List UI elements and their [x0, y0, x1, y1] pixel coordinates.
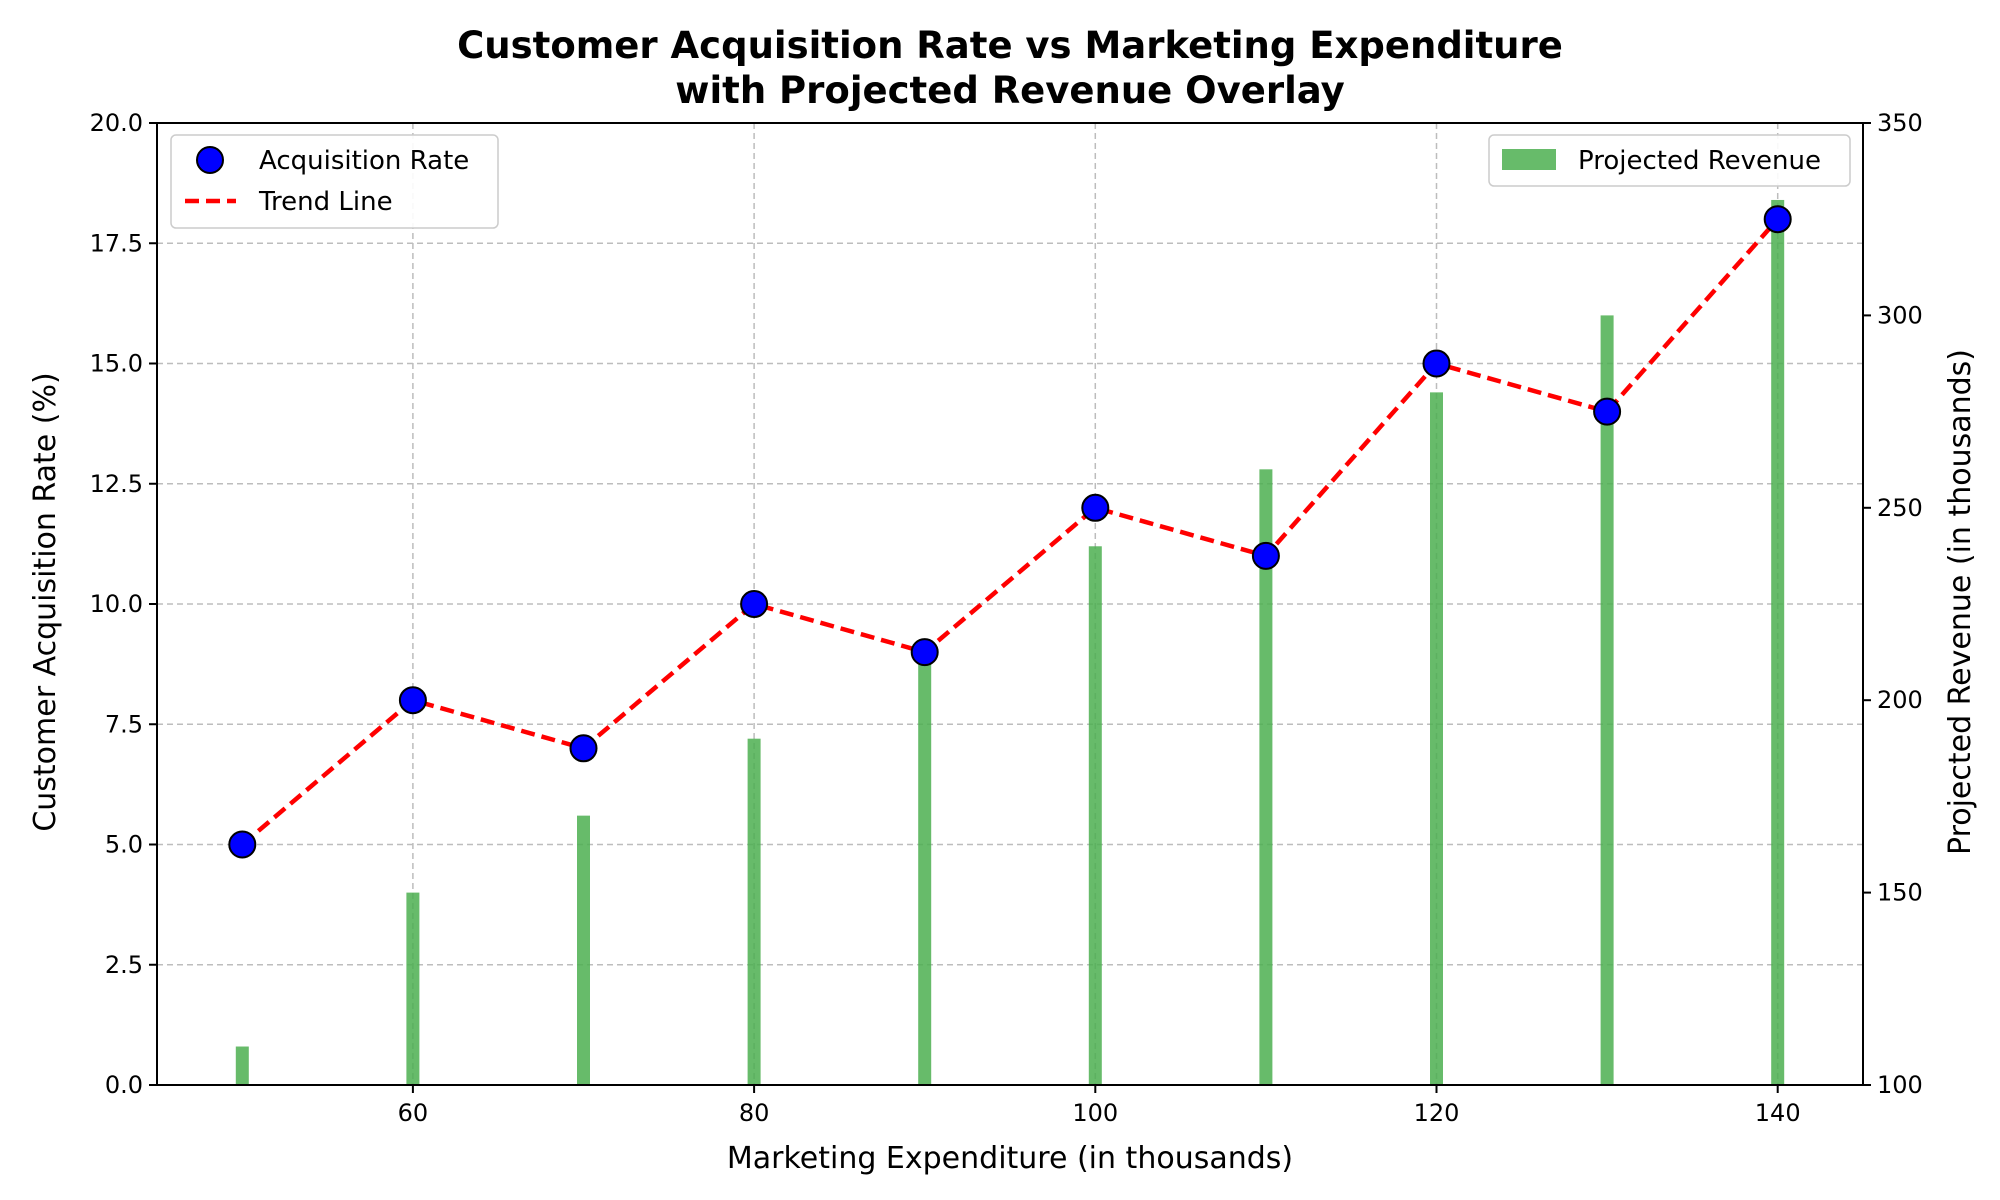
- legend-right-box: [1488, 134, 1851, 187]
- legend-acquisition-marker: [196, 146, 224, 174]
- y2-tick-label: 100: [1877, 1071, 1923, 1099]
- revenue-bar: [1430, 392, 1443, 1085]
- revenue-bar: [406, 892, 420, 1085]
- y-tick-label: 7.5: [105, 710, 143, 738]
- acquisition-point: [569, 734, 598, 763]
- revenue-bar: [1600, 315, 1614, 1085]
- y-tick-label: 20.0: [90, 109, 143, 137]
- acquisition-point: [1763, 205, 1792, 234]
- legend-revenue-label: Projected Revenue: [1578, 146, 1821, 176]
- revenue-bar: [1088, 546, 1102, 1085]
- y-tick-label: 17.5: [90, 229, 143, 257]
- legend-acquisition-label: Acquisition Rate: [259, 146, 469, 176]
- legend-left-box: [170, 134, 499, 229]
- y-tick-label: 15.0: [90, 350, 143, 378]
- acquisition-point: [740, 590, 769, 618]
- y2-tick-label: 300: [1877, 301, 1923, 329]
- legend-revenue-marker: [1502, 149, 1556, 170]
- x-tick-label: 80: [739, 1099, 770, 1127]
- y2-tick-label: 350: [1877, 109, 1923, 137]
- legend-right: Projected Revenue: [1488, 134, 1851, 187]
- y-tick-label: 2.5: [105, 951, 143, 979]
- revenue-bar: [235, 1046, 249, 1085]
- y-tick-label: 12.5: [90, 470, 143, 498]
- x-tick-label: 140: [1755, 1099, 1801, 1127]
- trend-line: [240, 217, 1780, 847]
- y2-tick-label: 250: [1877, 494, 1923, 522]
- acquisition-point: [1081, 493, 1110, 522]
- y-axis-label: Customer Acquisition Rate (%): [28, 372, 63, 831]
- acquisition-point: [910, 638, 939, 667]
- chart-title-line1: Customer Acquisition Rate vs Marketing E…: [457, 24, 1563, 67]
- y-tick-label: 10.0: [90, 590, 143, 618]
- acquisition-point: [398, 686, 427, 715]
- y-tick-label: 5.0: [105, 831, 143, 859]
- y2-tick-label: 200: [1877, 686, 1923, 714]
- x-tick-label: 120: [1414, 1099, 1460, 1127]
- acquisition-point: [228, 830, 257, 859]
- y-tick-label: 0.0: [105, 1071, 143, 1099]
- acquisition-point: [1251, 541, 1280, 570]
- x-tick-label: 100: [1072, 1099, 1118, 1127]
- revenue-bar: [1259, 469, 1273, 1085]
- legend-trend-label: Trend Line: [258, 187, 393, 217]
- acquisition-point: [1422, 349, 1451, 378]
- revenue-bar: [1771, 199, 1785, 1085]
- revenue-bar: [577, 815, 590, 1085]
- x-axis-label: Marketing Expenditure (in thousands): [727, 1141, 1293, 1176]
- chart-title-line2: with Projected Revenue Overlay: [675, 69, 1344, 112]
- y2-axis-label: Projected Revenue (in thousands): [1943, 349, 1978, 855]
- acquisition-point: [1593, 397, 1622, 426]
- revenue-bar: [918, 661, 932, 1085]
- legend-left: Acquisition Rate Trend Line: [170, 134, 499, 229]
- revenue-bar: [747, 738, 761, 1085]
- x-tick-label: 60: [398, 1099, 429, 1127]
- y2-tick-label: 150: [1877, 879, 1923, 907]
